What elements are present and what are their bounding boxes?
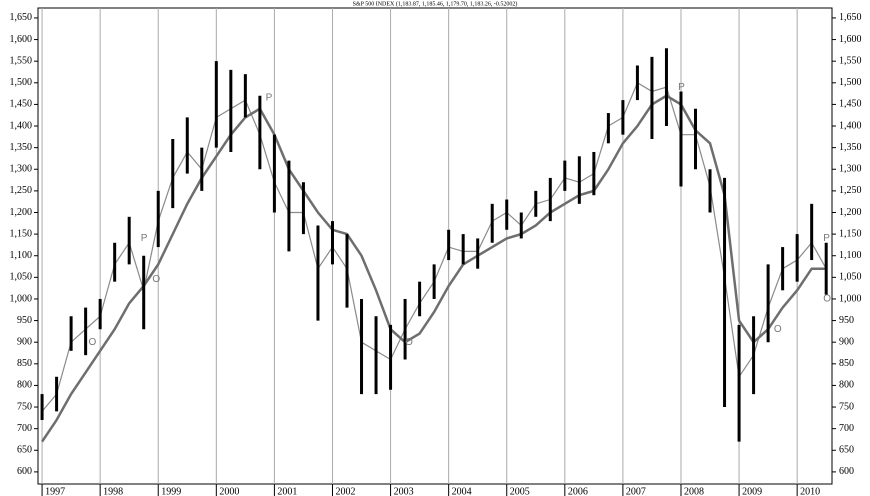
y-tick-label: 1,400 <box>839 120 862 131</box>
plot-frame <box>37 7 833 485</box>
annotation: P <box>678 82 685 93</box>
x-tick-label: 2001 <box>277 486 297 496</box>
x-tick-label: 2003 <box>394 486 414 496</box>
annotation: O <box>89 337 97 348</box>
x-tick-label: 2007 <box>626 486 646 496</box>
y-tick-label: 750 <box>17 401 32 412</box>
x-tick-label: 2005 <box>510 486 530 496</box>
x-tick-label: 2009 <box>742 486 762 496</box>
y-tick-label: 1,450 <box>839 99 862 110</box>
chart-title: S&P 500 INDEX (1,183.87, 1,185.46, 1,179… <box>353 0 518 7</box>
y-tick-label: 700 <box>17 423 32 434</box>
y-tick-label: 1,550 <box>839 55 862 66</box>
annotation: P <box>823 233 830 244</box>
y-tick-label: 1,650 <box>839 12 862 23</box>
y-tick-label: 1,250 <box>10 185 33 196</box>
y-tick-label: 1,600 <box>839 34 862 45</box>
x-tick-label: 1997 <box>45 486 65 496</box>
y-tick-label: 850 <box>839 358 854 369</box>
x-tick-label: 2008 <box>684 486 704 496</box>
y-tick-label: 950 <box>17 315 32 326</box>
annotation: O <box>152 274 160 285</box>
y-tick-label: 700 <box>839 423 854 434</box>
y-tick-label: 900 <box>839 336 854 347</box>
y-tick-label: 1,450 <box>10 99 33 110</box>
y-tick-label: 1,050 <box>839 272 862 283</box>
y-tick-label: 850 <box>17 358 32 369</box>
x-tick-label: 2006 <box>568 486 588 496</box>
y-tick-label: 1,150 <box>839 228 862 239</box>
y-tick-label: 1,000 <box>10 293 33 304</box>
y-tick-label: 1,350 <box>10 142 33 153</box>
y-tick-label: 1,600 <box>10 34 33 45</box>
y-tick-label: 1,400 <box>10 120 33 131</box>
y-tick-label: 1,550 <box>10 55 33 66</box>
annotation: O <box>405 337 413 348</box>
x-tick-label: 1998 <box>103 486 123 496</box>
y-tick-label: 1,350 <box>839 142 862 153</box>
y-tick-label: 1,650 <box>10 12 33 23</box>
x-tick-label: 2010 <box>800 486 820 496</box>
x-tick-label: 2002 <box>335 486 355 496</box>
y-tick-label: 800 <box>839 380 854 391</box>
y-tick-label: 1,200 <box>10 207 33 218</box>
y-tick-label: 1,100 <box>839 250 862 261</box>
y-tick-label: 1,500 <box>839 77 862 88</box>
y-tick-label: 600 <box>17 466 32 477</box>
y-tick-label: 950 <box>839 315 854 326</box>
y-tick-label: 650 <box>17 445 32 456</box>
y-tick-label: 900 <box>17 336 32 347</box>
y-tick-label: 1,250 <box>839 185 862 196</box>
y-tick-label: 650 <box>839 445 854 456</box>
y-tick-label: 1,150 <box>10 228 33 239</box>
x-tick-label: 2004 <box>452 486 472 496</box>
annotation: O <box>774 324 782 335</box>
y-tick-label: 1,500 <box>10 77 33 88</box>
y-tick-label: 1,050 <box>10 272 33 283</box>
y-tick-label: 1,300 <box>10 164 33 175</box>
annotation: O <box>823 294 831 305</box>
x-tick-label: 1999 <box>161 486 181 496</box>
x-tick-label: 2000 <box>219 486 239 496</box>
y-tick-label: 1,200 <box>839 207 862 218</box>
y-tick-label: 1,000 <box>839 293 862 304</box>
y-tick-label: 750 <box>839 401 854 412</box>
y-tick-label: 1,300 <box>839 164 862 175</box>
y-tick-label: 600 <box>839 466 854 477</box>
annotation: P <box>141 233 148 244</box>
y-tick-label: 1,100 <box>10 250 33 261</box>
annotation: P <box>266 93 273 104</box>
y-tick-label: 800 <box>17 380 32 391</box>
